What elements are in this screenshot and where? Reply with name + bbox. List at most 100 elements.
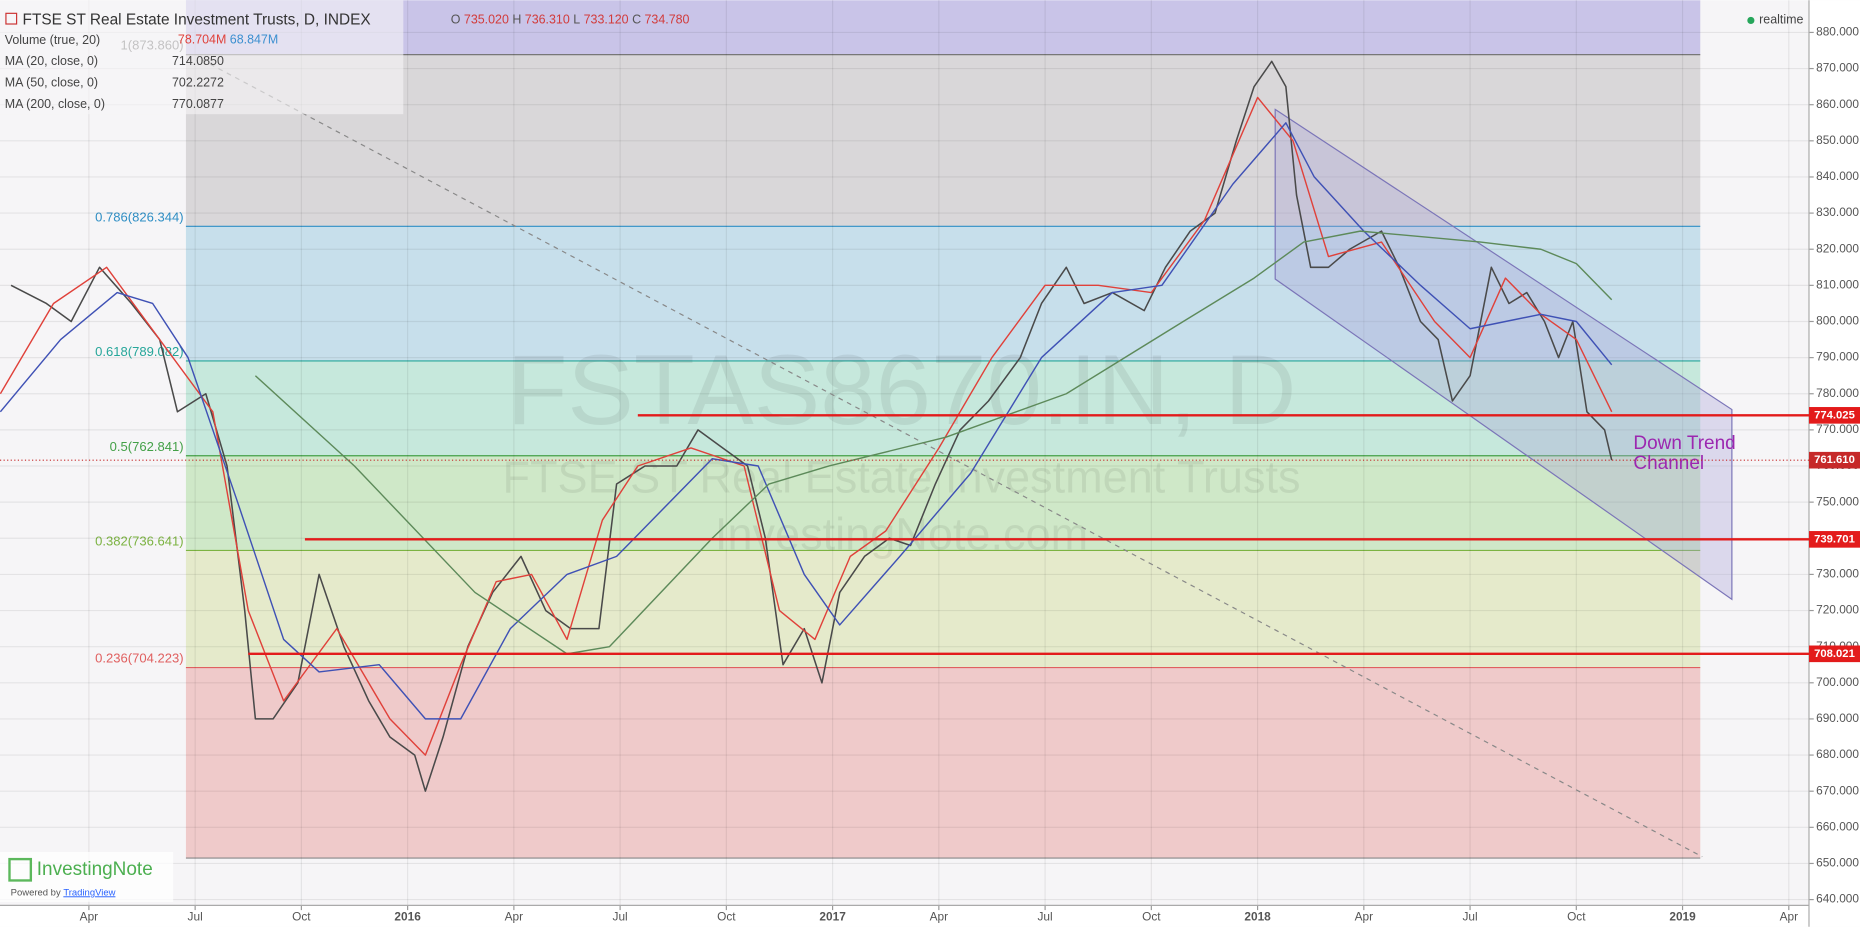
y-tick-label: 700.000 <box>1816 675 1859 689</box>
legend-reading: 78.704M <box>178 33 226 47</box>
y-tick-label: 880.000 <box>1816 25 1859 39</box>
x-tick-label: 2017 <box>819 909 846 923</box>
ohlc-value: 733.120 <box>584 13 629 27</box>
price-label: 774.025 <box>1814 409 1855 421</box>
y-tick-label: 660.000 <box>1816 819 1859 833</box>
x-tick-label: 2018 <box>1244 909 1271 923</box>
legend-bg <box>0 0 404 115</box>
realtime-dot <box>1747 16 1755 25</box>
annotation: Channel <box>1633 453 1704 474</box>
fib-band <box>185 54 1701 227</box>
x-tick-label: Oct <box>1142 909 1161 923</box>
x-tick-label: Apr <box>505 909 524 923</box>
x-tick-label: 2016 <box>394 909 421 923</box>
powered-link[interactable]: TradingView <box>63 887 115 898</box>
y-tick-label: 670.000 <box>1816 783 1859 797</box>
ohlc: O 735.020 H 736.310 L 733.120 C 734.780 <box>451 13 690 27</box>
x-tick-label: Jul <box>1038 909 1053 923</box>
ohlc-value: 734.780 <box>645 13 690 27</box>
price-label-box <box>1808 645 1860 663</box>
y-tick-label: 800.000 <box>1816 314 1859 328</box>
ohlc-key: O <box>451 13 461 27</box>
x-tick-label: Oct <box>1567 909 1586 923</box>
legend-reading: 714.0850 <box>172 54 224 68</box>
ohlc-key: H <box>512 13 521 27</box>
y-tick-label: 850.000 <box>1816 133 1859 147</box>
y-tick-label: 690.000 <box>1816 711 1859 725</box>
legend-reading: 68.847M <box>230 33 278 47</box>
ohlc-value: 735.020 <box>464 13 509 27</box>
collapse-icon[interactable] <box>5 12 18 25</box>
x-tick-label: Apr <box>1355 909 1374 923</box>
y-tick-label: 870.000 <box>1816 61 1859 75</box>
x-tick-label: Jul <box>188 909 203 923</box>
fib-level-label: 0.236(704.223) <box>95 651 183 666</box>
legend-name: MA (20, close, 0) <box>5 54 98 68</box>
fib-band <box>185 550 1701 668</box>
price-label: 708.021 <box>1814 648 1855 660</box>
last-price-label: 761.610 <box>1814 454 1855 466</box>
annotation: Down Trend <box>1633 433 1735 454</box>
trend-channel <box>1274 108 1733 601</box>
logo-name: InvestingNote <box>37 859 153 880</box>
y-tick-label: 720.000 <box>1816 603 1859 617</box>
x-tick-label: Jul <box>613 909 628 923</box>
time-axis-bg <box>0 905 1809 927</box>
ohlc-key: L <box>573 13 580 27</box>
trend-line <box>201 59 1703 858</box>
y-tick-label: 680.000 <box>1816 747 1859 761</box>
y-tick-label: 730.000 <box>1816 567 1859 581</box>
fib-layer: 1(873.860)0.786(826.344)0.618(789.082)0.… <box>95 0 1701 859</box>
fib-band <box>185 226 1701 361</box>
logo-icon <box>8 857 33 882</box>
y-tick-label: 820.000 <box>1816 241 1859 255</box>
x-tick-label: 2019 <box>1669 909 1696 923</box>
legend-reading: 78.704M 68.847M <box>178 33 278 47</box>
drawings <box>201 59 1733 858</box>
overlay-layer: Down Trend Channel FTSE ST Real Estate I… <box>0 0 1860 898</box>
y-tick-label: 640.000 <box>1816 892 1859 906</box>
price-label-box <box>1808 407 1860 424</box>
ma-line <box>0 96 1613 756</box>
x-tick-label: Apr <box>80 909 99 923</box>
y-tick-label: 860.000 <box>1816 97 1859 111</box>
legend-reading: 770.0877 <box>172 97 224 111</box>
y-tick-label: 650.000 <box>1816 856 1859 870</box>
legend-volume: Volume (true, 20) <box>5 33 100 47</box>
ohlc-key: C <box>632 13 641 27</box>
fib-level-label: 0.618(789.082) <box>95 344 183 359</box>
y-tick-label: 750.000 <box>1816 494 1859 508</box>
legend-name: MA (200, close, 0) <box>5 97 105 111</box>
ohlc-value: 736.310 <box>525 13 570 27</box>
series-layer <box>0 60 1613 792</box>
x-tick-label: Apr <box>1780 909 1799 923</box>
y-tick-label: 790.000 <box>1816 350 1859 364</box>
x-tick-label: Jul <box>1462 909 1477 923</box>
fib-band <box>185 0 1701 55</box>
y-tick-label: 840.000 <box>1816 169 1859 183</box>
y-tick-label: 810.000 <box>1816 277 1859 291</box>
watermark-site: InvestingNote.com <box>715 509 1088 560</box>
price-label: 739.701 <box>1814 533 1855 545</box>
last-price-box <box>1808 451 1860 469</box>
watermark-symbol: FSTAS8670.IN, D <box>507 335 1297 446</box>
ma-line <box>0 122 1613 720</box>
fib-level-label: 0.786(826.344) <box>95 209 183 224</box>
y-tick-label: 830.000 <box>1816 205 1859 219</box>
x-tick-label: Oct <box>717 909 736 923</box>
chart-title: FTSE ST Real Estate Investment Trusts, D… <box>23 12 371 29</box>
legend-name: MA (50, close, 0) <box>5 76 98 90</box>
y-tick-label: 780.000 <box>1816 386 1859 400</box>
legend-reading: 702.2272 <box>172 76 224 90</box>
fib-level-label: 0.5(762.841) <box>110 439 184 454</box>
fib-band <box>185 455 1701 551</box>
fib-band <box>185 667 1701 859</box>
price-line <box>10 60 1613 792</box>
price-label-box <box>1808 531 1860 548</box>
x-tick-label: Oct <box>292 909 311 923</box>
powered-by: Powered by TradingView <box>11 887 116 898</box>
x-tick-label: Apr <box>930 909 949 923</box>
fib-level-label: 0.382(736.641) <box>95 534 183 549</box>
